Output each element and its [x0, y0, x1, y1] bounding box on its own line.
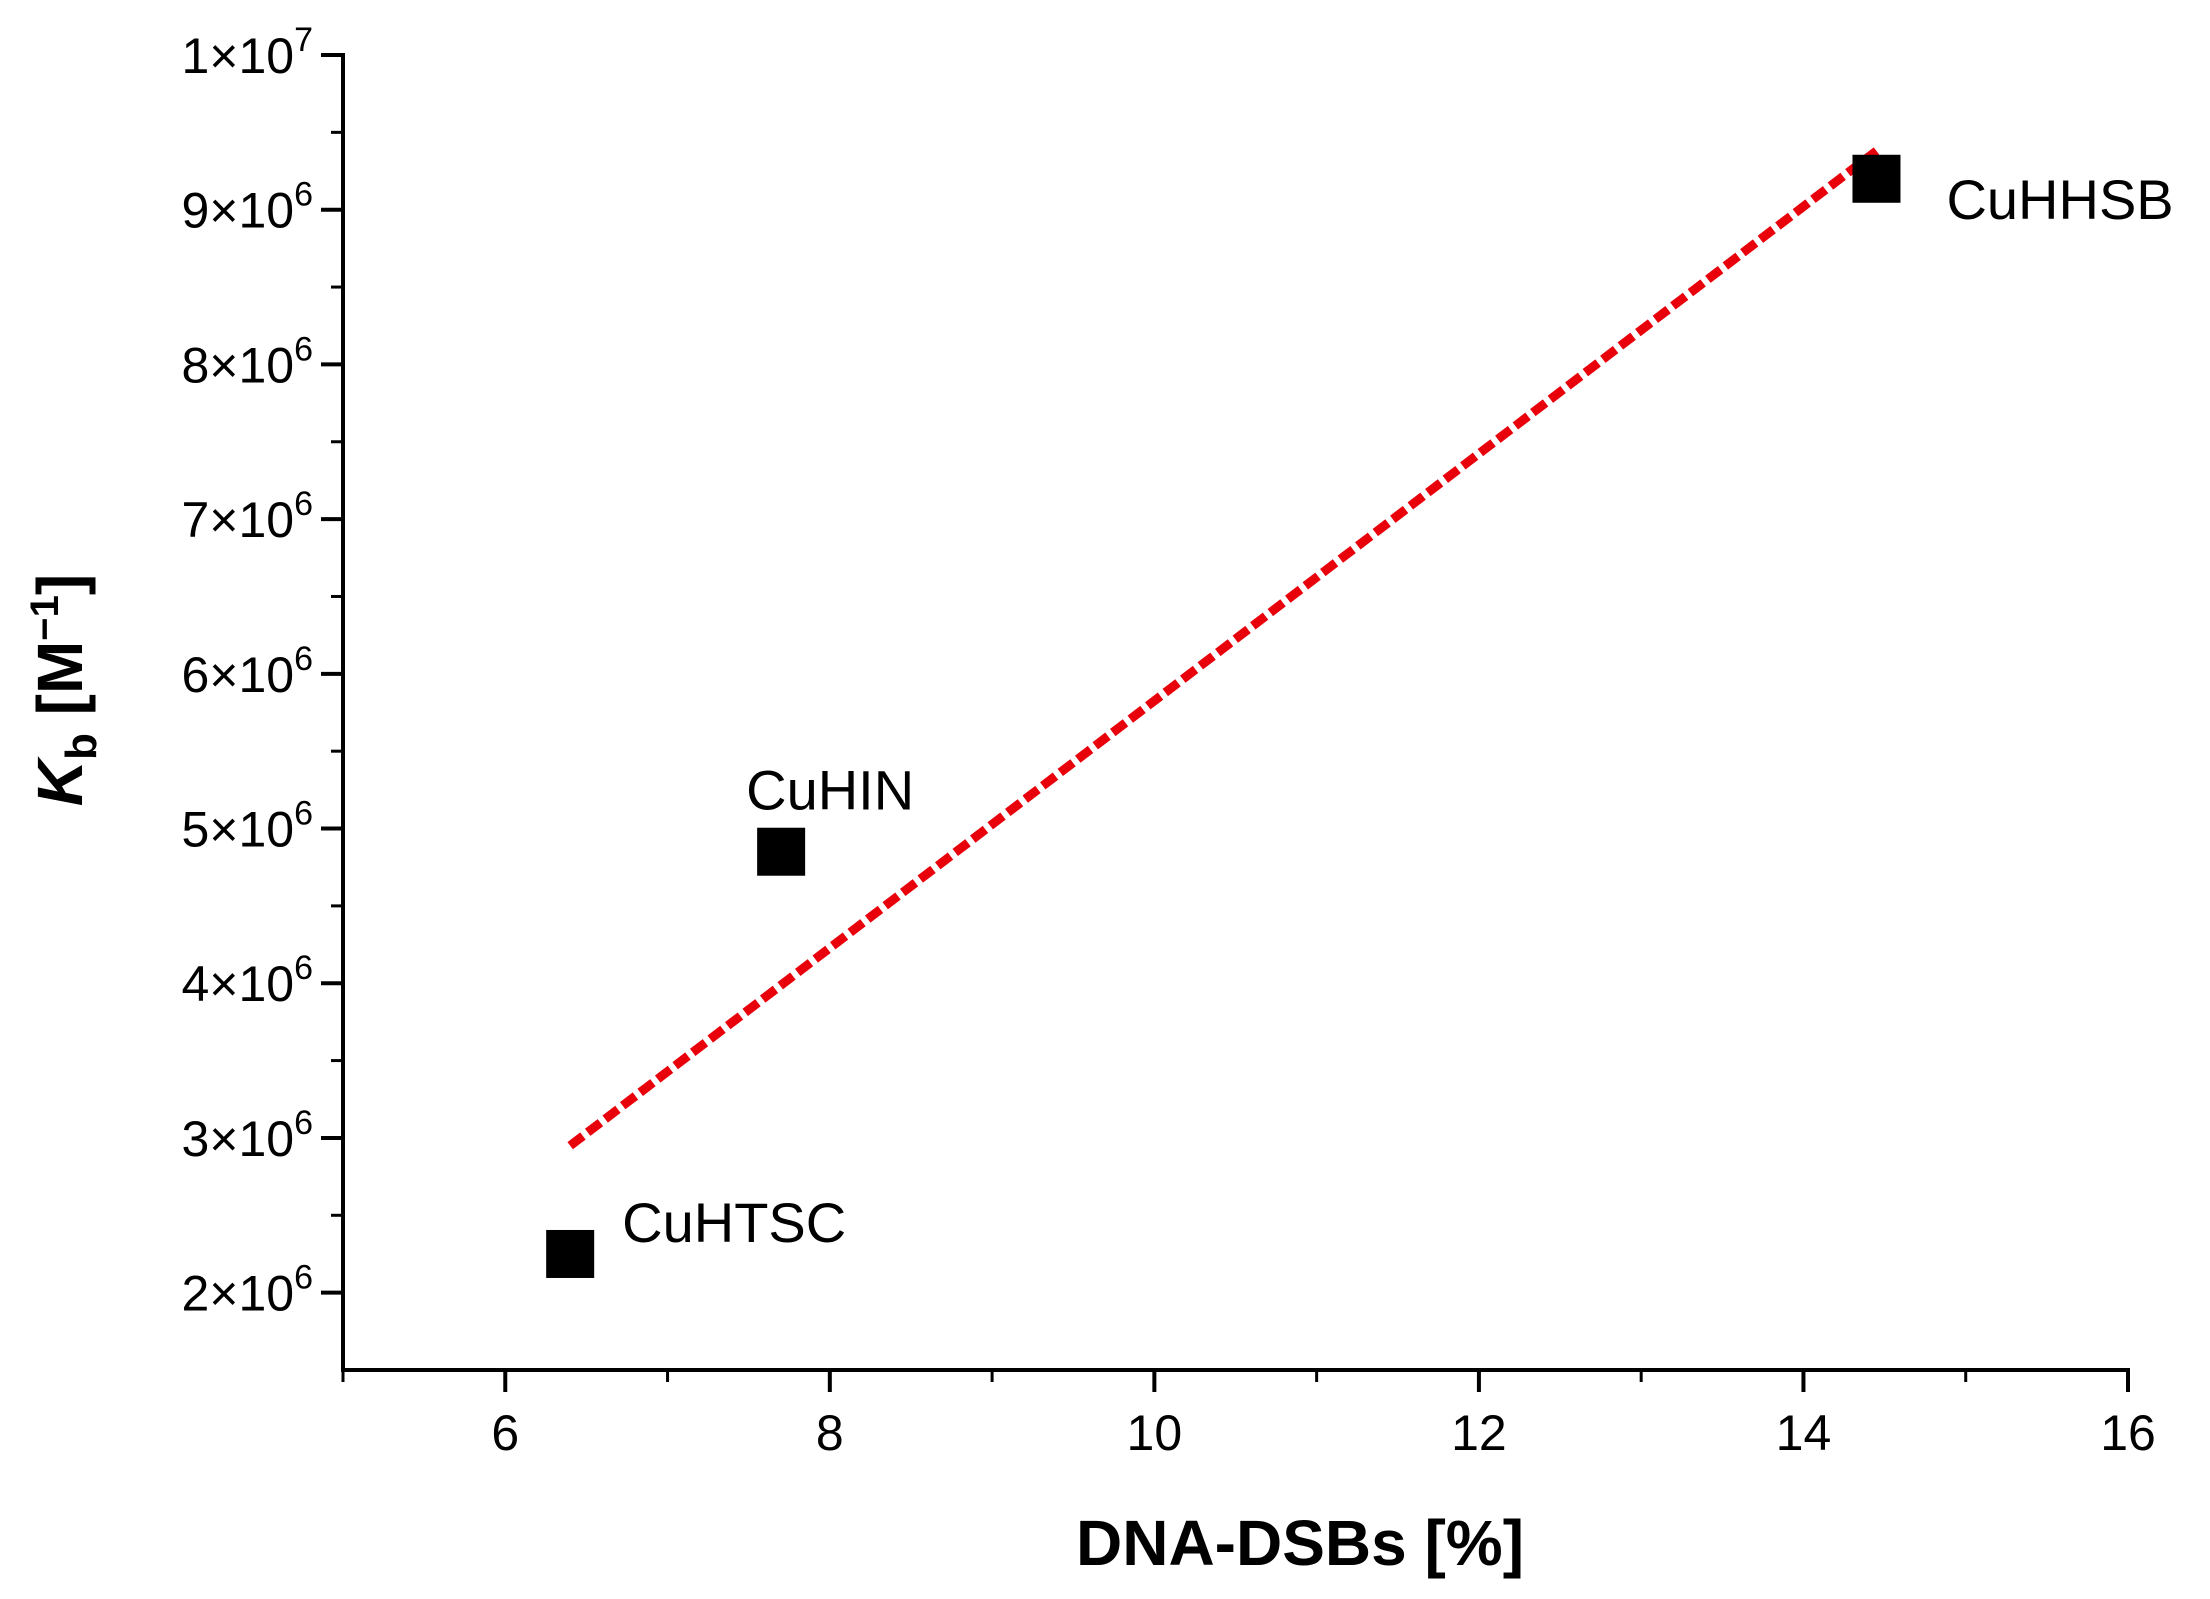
point-label: CuHHSB [1946, 168, 2173, 231]
y-tick-label: 8×106 [181, 330, 313, 393]
y-tick-label: 6×106 [181, 640, 313, 703]
x-tick-label: 12 [1451, 1405, 1507, 1461]
data-point [546, 1229, 595, 1278]
y-tick-label: 4×106 [181, 949, 313, 1012]
x-tick-label: 6 [491, 1405, 519, 1461]
data-point [757, 827, 806, 876]
point-label: CuHIN [746, 759, 914, 822]
x-axis-title: DNA-DSBs [%] [1076, 1507, 1524, 1579]
y-tick-label: 7×106 [181, 485, 313, 548]
x-tick-label: 10 [1127, 1405, 1183, 1461]
y-tick-label: 1×107 [181, 21, 313, 84]
data-point [1852, 154, 1901, 203]
y-tick-label: 9×106 [181, 176, 313, 239]
data-points: CuHTSC CuHIN CuHHSB [546, 154, 2174, 1278]
x-tick-label: 14 [1776, 1405, 1832, 1461]
ticks: 6 8 10 12 14 16 2×106 3×106 4×106 5×106 6×106 7×106… [181, 21, 2155, 1461]
fit-line-group [567, 147, 1880, 1150]
x-tick-label: 8 [816, 1405, 844, 1461]
fit-line [567, 147, 1880, 1150]
y-tick-label: 2×106 [181, 1259, 313, 1322]
y-tick-label: 3×106 [181, 1104, 313, 1167]
y-axis-title: Kb [M−1] [23, 574, 106, 806]
axes [341, 53, 2130, 1372]
x-tick-label: 16 [2100, 1405, 2156, 1461]
y-tick-label: 5×106 [181, 795, 313, 858]
point-label: CuHTSC [622, 1191, 846, 1254]
